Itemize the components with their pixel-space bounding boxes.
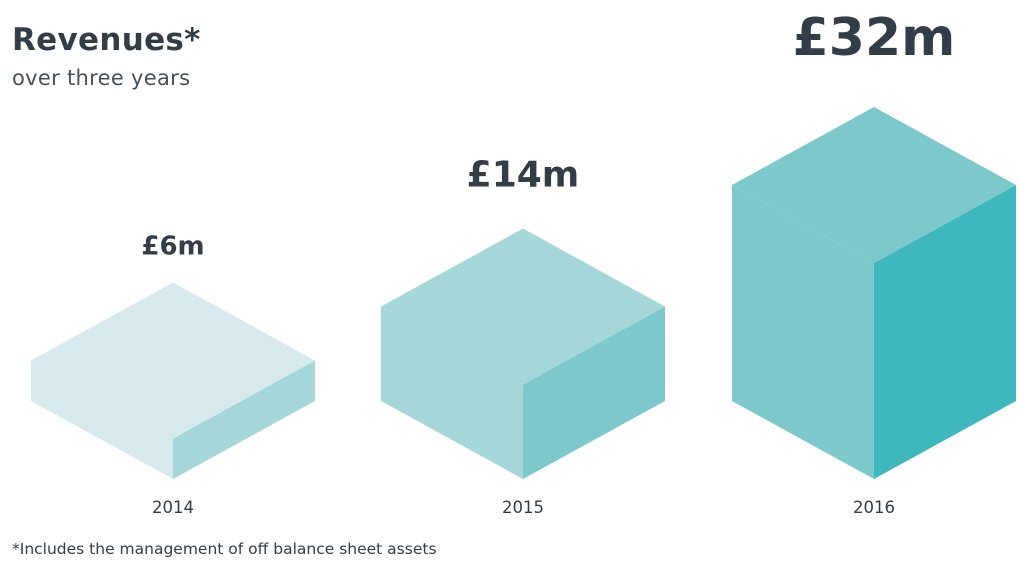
chart-subtitle: over three years	[12, 66, 191, 90]
bar-right-face	[523, 306, 665, 479]
year-label: 2015	[502, 498, 544, 517]
value-label: £14m	[467, 155, 580, 196]
footnote: *Includes the management of off balance …	[12, 540, 437, 558]
bar-right-face	[173, 360, 315, 479]
year-label: 2016	[853, 498, 895, 517]
chart-title: Revenues*	[12, 22, 201, 58]
year-label: 2014	[152, 498, 194, 517]
bar-left-face	[381, 306, 523, 479]
bar-right-face	[874, 185, 1016, 479]
bar-left-face	[732, 185, 874, 479]
bar-top-face	[31, 282, 315, 439]
bar-left-face	[31, 360, 173, 479]
value-label: £6m	[141, 232, 204, 262]
bar-top-face	[732, 107, 1016, 263]
value-label: £32m	[793, 8, 956, 68]
bar-top-face	[381, 228, 665, 385]
